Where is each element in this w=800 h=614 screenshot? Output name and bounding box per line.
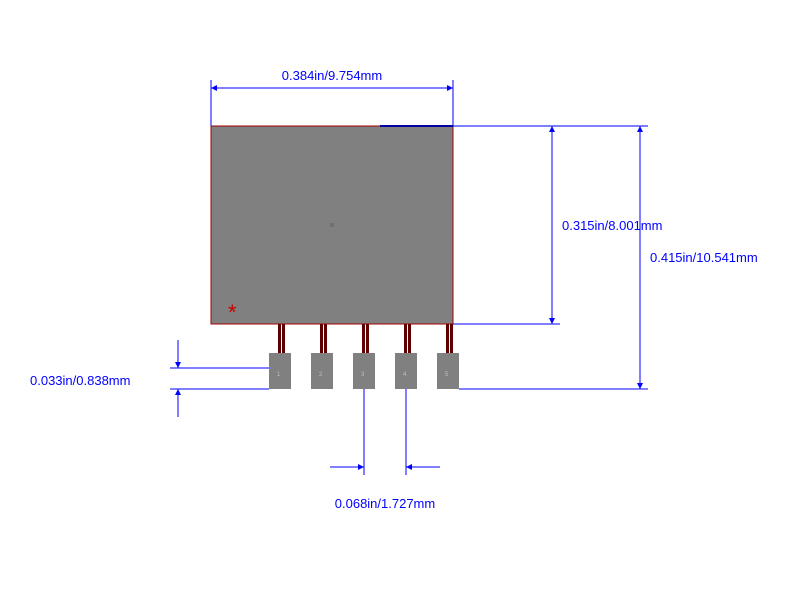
dim-pad-pitch: 0.068in/1.727mm	[330, 389, 440, 511]
dim-total-height: 0.415in/10.541mm	[453, 126, 758, 389]
dim-pad-pitch-label: 0.068in/1.727mm	[335, 496, 435, 511]
dim-body-height: 0.315in/8.001mm	[453, 126, 662, 324]
dim-body-height-label: 0.315in/8.001mm	[562, 218, 662, 233]
dim-pad-height: 0.033in/0.838mm	[30, 340, 269, 417]
dim-width: 0.384in/9.754mm	[211, 68, 453, 126]
dim-pad-height-label: 0.033in/0.838mm	[30, 373, 130, 388]
pin-stubs	[278, 324, 453, 353]
pin1-indicator: *	[228, 300, 237, 325]
pads: 1 2 3 4 5	[269, 353, 459, 389]
center-mark	[330, 223, 334, 227]
package-drawing: * 1 2 3 4 5 0.384in/9.754mm	[0, 0, 800, 614]
dim-total-height-label: 0.415in/10.541mm	[650, 250, 758, 265]
dim-width-label: 0.384in/9.754mm	[282, 68, 382, 83]
